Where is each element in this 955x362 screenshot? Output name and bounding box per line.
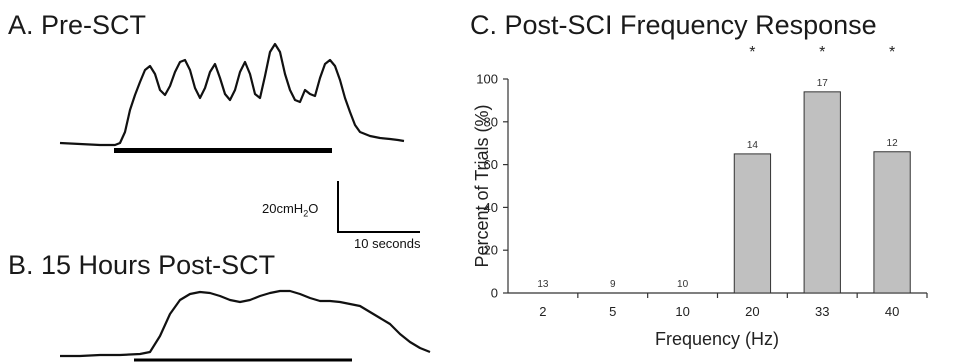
panel-b-title: B. 15 Hours Post-SCT [8, 250, 276, 280]
y-tick-label: 100 [476, 72, 498, 87]
y-tick-label: 0 [491, 286, 498, 301]
trial-count-label: 12 [887, 138, 899, 149]
trial-count-label: 9 [610, 279, 616, 290]
y-tick-label: 40 [484, 200, 498, 215]
bar-20-hz [733, 153, 772, 294]
panel-a-title: A. Pre-SCT [8, 10, 147, 40]
pre-sct-stimulus-bar [114, 148, 332, 153]
trial-count-label: 10 [677, 279, 689, 290]
trial-count-label: 14 [747, 140, 759, 151]
trial-count-label: 13 [537, 279, 549, 290]
y-tick-label: 20 [484, 243, 498, 258]
trial-count-label: 17 [817, 78, 829, 89]
scale-bar-time-label: 10 seconds [354, 236, 421, 251]
post-sct-pressure-trace [60, 289, 431, 358]
x-tick-label: 5 [609, 304, 616, 319]
y-tick-label: 60 [484, 157, 498, 172]
x-tick-label: 20 [745, 304, 759, 319]
significance-marker: * [749, 44, 755, 61]
scale-bar-pressure-label: 20cmH2O [262, 201, 319, 219]
y-tick-label: 80 [484, 114, 498, 129]
pre-sct-pressure-trace [59, 42, 405, 147]
x-tick-label: 10 [675, 304, 689, 319]
y-axis-title: Percent of Trials (%) [472, 104, 492, 267]
x-axis-title: Frequency (Hz) [655, 329, 779, 349]
frequency-response-chart: 0 20 40 60 80 100 13 2 9 5 10 10 14 20 * 17 33 * 12 40 * Fr… [472, 44, 928, 349]
significance-marker: * [819, 44, 825, 61]
x-tick-label: 40 [885, 304, 899, 319]
panel-c-title: C. Post-SCI Frequency Response [470, 10, 877, 40]
x-tick-label: 2 [539, 304, 546, 319]
bar-40-hz [873, 151, 911, 294]
bar-33-hz [803, 91, 841, 294]
significance-marker: * [889, 44, 895, 61]
x-tick-label: 33 [815, 304, 829, 319]
